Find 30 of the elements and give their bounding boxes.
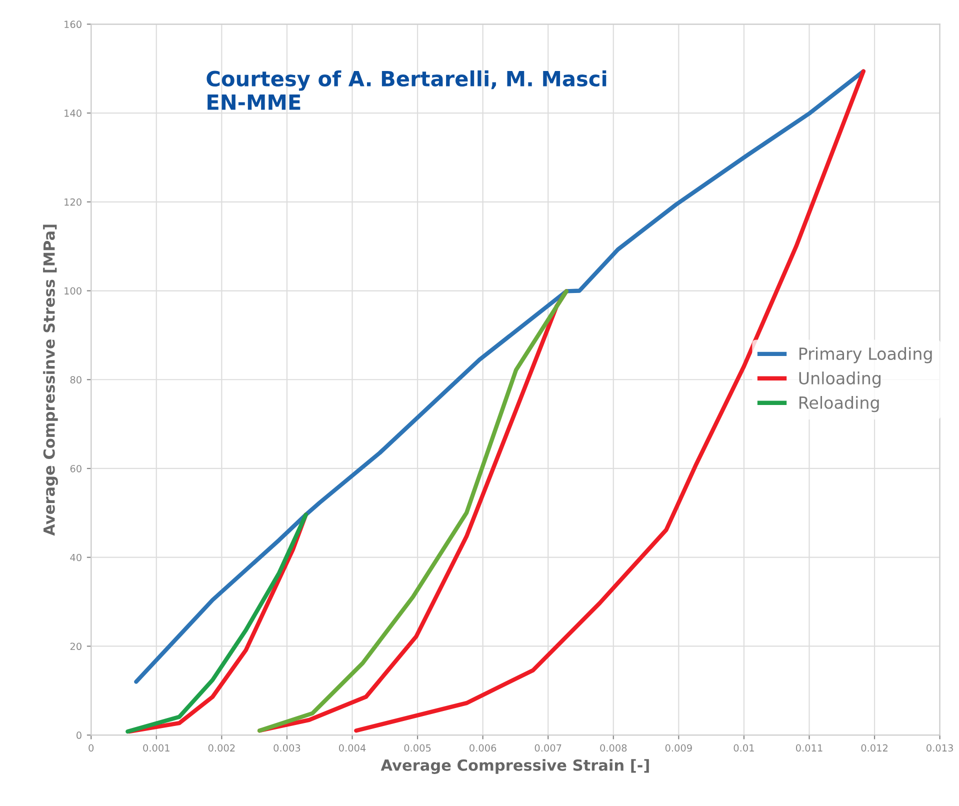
y-tick-label: 0 xyxy=(76,732,82,739)
y-tick-label: 160 xyxy=(64,20,82,28)
x-tick-label: 0.009 xyxy=(665,744,692,752)
x-tick-label: 0.01 xyxy=(734,744,754,752)
y-tick-label: 60 xyxy=(70,464,82,472)
y-tick-label: 140 xyxy=(64,110,82,117)
x-tick-label: 0.013 xyxy=(926,744,953,752)
legend-label: Primary Loading xyxy=(799,347,932,364)
x-tick-label: 0 xyxy=(88,744,94,752)
y-tick-label: 80 xyxy=(70,376,82,384)
x-tick-label: 0.012 xyxy=(861,744,888,752)
x-tick-label: 0.006 xyxy=(470,744,496,752)
x-tick-label: 0.011 xyxy=(796,744,822,752)
legend-label: Reloading xyxy=(799,396,879,412)
x-tick-label: 0.004 xyxy=(338,744,366,752)
line-series xyxy=(257,289,568,733)
annotation: Courtesy of A. Bertarelli, M. Masci EN-MME xyxy=(206,70,606,110)
x-tick-label: 0.007 xyxy=(534,744,562,752)
y-tick-label: 20 xyxy=(70,642,82,650)
y-tick-label: 100 xyxy=(64,287,82,295)
y-tick-label: 40 xyxy=(70,554,82,562)
y-axis-title: Average Compressinve Stress [MPa] xyxy=(43,224,58,536)
x-tick-label: 0.008 xyxy=(600,744,627,752)
x-tick-label: 0.001 xyxy=(143,744,170,752)
legend-label: Unloading xyxy=(799,372,880,388)
x-axis-title: Average Compressive Strain [-] xyxy=(380,759,649,774)
y-tick-label: 120 xyxy=(64,198,82,206)
x-tick-label: 0.002 xyxy=(208,744,235,752)
x-tick-label: 0.005 xyxy=(404,744,431,752)
x-tick-label: 0.003 xyxy=(274,744,300,752)
